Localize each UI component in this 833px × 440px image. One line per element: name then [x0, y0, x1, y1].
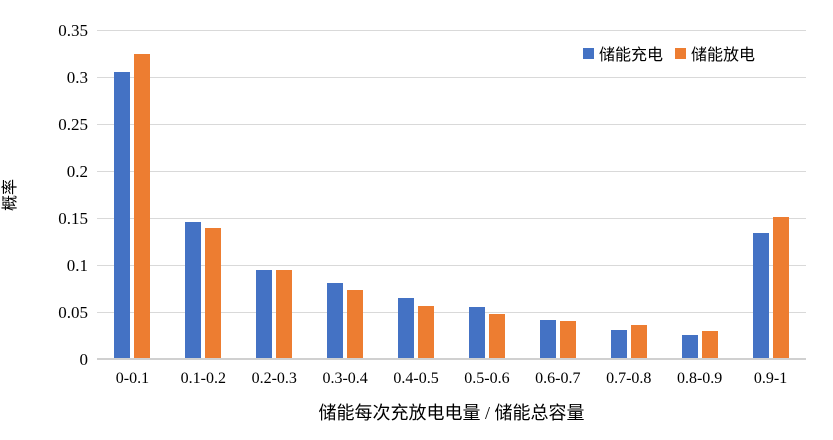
bar-储能放电 [488, 313, 505, 359]
gridline [97, 171, 806, 172]
bar-group [681, 330, 718, 359]
chart-legend: 储能充电 储能放电 [583, 41, 755, 65]
x-tick-label: 0.8-0.9 [676, 370, 723, 387]
y-tick-label: 0 [79, 350, 89, 369]
y-tick-label: 0.35 [58, 21, 88, 40]
bar-储能充电 [539, 320, 556, 359]
x-axis-line [97, 358, 806, 360]
x-axis-title: 储能每次充放电电量 / 储能总容量 [318, 403, 585, 423]
x-tick-label: 0-0.1 [115, 370, 150, 387]
x-tick-label: 0.7-0.8 [606, 370, 652, 387]
y-axis-title: 概率 [2, 179, 19, 212]
x-tick-label: 0.5-0.6 [464, 370, 510, 387]
gridline [97, 312, 806, 313]
bar-group [327, 282, 364, 359]
bar-group [185, 221, 222, 359]
bar-group [398, 297, 435, 359]
bar-储能放电 [205, 228, 222, 359]
bar-储能放电 [701, 330, 718, 359]
bar-储能充电 [468, 307, 485, 359]
y-tick-label: 0.15 [58, 209, 88, 228]
bar-group [468, 307, 505, 359]
legend-item: 储能充电 [583, 41, 663, 65]
bar-group [256, 269, 293, 359]
bar-储能充电 [185, 221, 202, 359]
gridline [97, 77, 806, 78]
legend-label: 储能放电 [691, 47, 756, 64]
y-tick-label: 0.1 [66, 256, 88, 275]
x-tick-label: 0.6-0.7 [535, 370, 581, 387]
bar-储能充电 [681, 334, 698, 359]
legend-swatch-icon [583, 47, 594, 59]
bar-储能充电 [114, 72, 131, 359]
bar-储能充电 [610, 329, 627, 359]
x-tick-label: 0.9-1 [753, 370, 788, 387]
x-tick-label: 0.2-0.3 [251, 370, 297, 387]
bar-储能放电 [630, 325, 647, 359]
x-tick-label: 0.1-0.2 [180, 370, 226, 387]
legend-swatch-icon [675, 47, 687, 59]
y-tick-label: 0.05 [58, 303, 88, 322]
bar-储能充电 [256, 269, 273, 359]
y-tick-label: 0.2 [66, 162, 88, 181]
legend-item: 储能放电 [675, 41, 755, 65]
x-tick-label: 0.3-0.4 [322, 370, 368, 387]
bar-储能充电 [327, 282, 344, 359]
gridline [97, 218, 806, 219]
bar-group [539, 320, 576, 359]
bar-储能放电 [772, 217, 789, 359]
bar-储能放电 [559, 321, 576, 359]
gridline [97, 265, 806, 266]
bar-group [610, 325, 647, 359]
bar-group [114, 53, 151, 359]
y-tick-label: 0.3 [66, 68, 88, 87]
bar-储能放电 [418, 306, 435, 359]
bar-储能放电 [347, 290, 364, 359]
gridline [97, 30, 806, 31]
gridline [97, 124, 806, 125]
y-tick-label: 0.25 [58, 115, 88, 134]
bar-储能充电 [752, 233, 769, 359]
bar-储能充电 [398, 297, 415, 359]
x-tick-label: 0.4-0.5 [393, 370, 439, 387]
bar-储能放电 [134, 53, 151, 359]
plot-area [97, 30, 806, 360]
legend-label: 储能充电 [599, 47, 664, 64]
bar-group [752, 217, 789, 359]
bar-储能放电 [276, 269, 293, 359]
